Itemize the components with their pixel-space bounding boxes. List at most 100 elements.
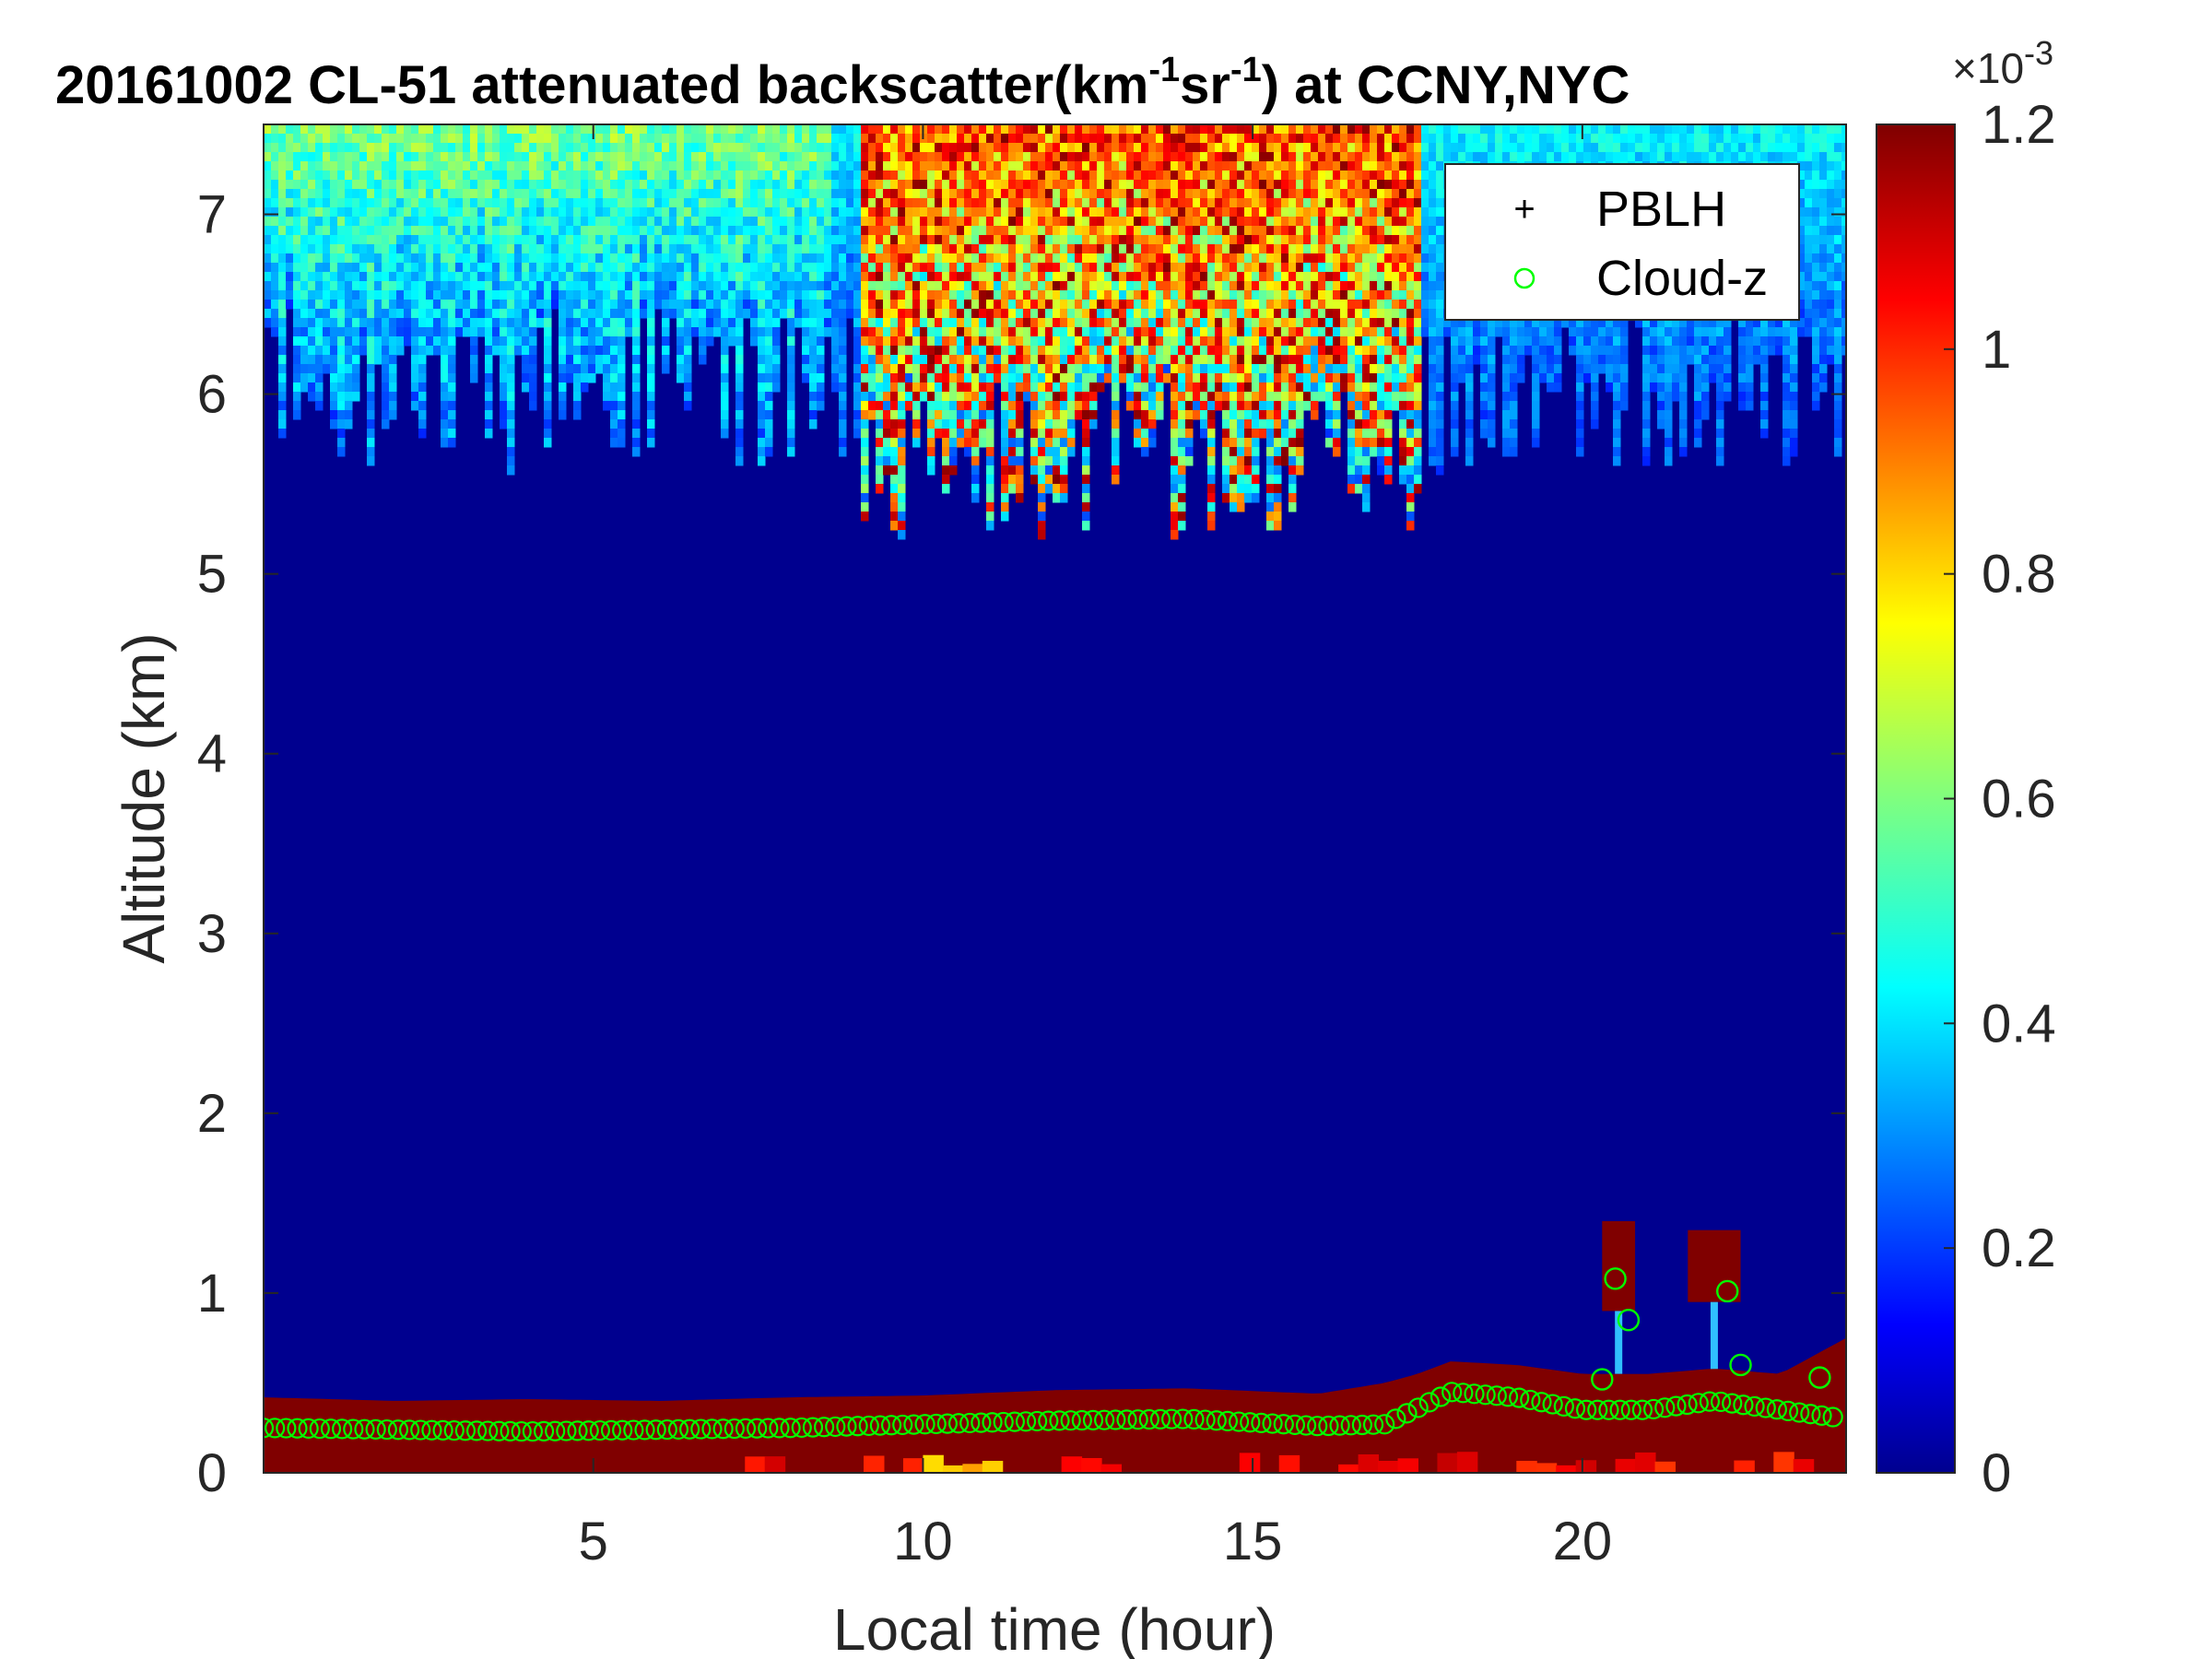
colorbar-exponent: ×10-3 — [1952, 34, 2053, 92]
legend: + PBLH Cloud-z — [1444, 163, 1800, 321]
cloud-z-point-86 — [1217, 1410, 1239, 1431]
title-prefix: 20161002 CL-51 attenuated backscatter(km — [55, 55, 1148, 115]
cloud-block-0 — [1602, 1220, 1636, 1312]
cloud-z-point-110 — [1486, 1385, 1507, 1406]
cloud-z-point-129 — [1699, 1391, 1721, 1412]
cloud-z-point-96 — [1329, 1415, 1350, 1436]
surface-hot-layer — [745, 1452, 1815, 1473]
colorbar-ticks: 0 0.2 0.4 0.6 0.8 1 1.2 — [1944, 95, 2056, 1503]
cloud-z-point-139 — [1811, 1405, 1832, 1426]
cloud-z-point-17 — [443, 1419, 465, 1441]
cloud-z-point-56 — [880, 1415, 902, 1436]
cloud-z-point-49 — [802, 1417, 824, 1438]
cloud-z-point-111 — [1497, 1386, 1519, 1407]
cloud-z-point-109 — [1475, 1384, 1496, 1406]
cloud-z-point-43 — [735, 1418, 757, 1440]
cloud-z-extra-0 — [1604, 1267, 1627, 1290]
cloud-z-point-104 — [1418, 1392, 1440, 1413]
title-sup1: -1 — [1148, 51, 1180, 89]
cloud-z-point-12 — [387, 1419, 409, 1441]
y-tick-label-4: 4 — [197, 724, 227, 784]
cloud-z-point-134 — [1755, 1397, 1776, 1418]
cloud-z-point-114 — [1531, 1392, 1552, 1413]
cloud-z-point-22 — [500, 1420, 521, 1441]
cloud-z-point-48 — [791, 1417, 812, 1439]
cloud-z-point-36 — [656, 1418, 677, 1441]
cloud-z-point-123 — [1631, 1399, 1653, 1420]
cloud-z-point-57 — [892, 1414, 913, 1436]
x-axis: 5 10 15 20 — [579, 124, 1613, 1571]
cloud-z-point-11 — [376, 1418, 397, 1441]
cloud-z-point-0 — [264, 1418, 275, 1439]
colorbar: 0 0.2 0.4 0.6 0.8 1 1.2 ×10-3 — [1876, 34, 2056, 1503]
title-sup2: -1 — [1230, 51, 1262, 89]
cloud-z-point-47 — [780, 1418, 801, 1439]
cloud-block-1 — [1688, 1230, 1741, 1302]
title-mid: sr — [1180, 55, 1230, 115]
cloud-z-point-105 — [1430, 1386, 1452, 1407]
colorbar-tick-label-6: 1.2 — [1982, 95, 2056, 155]
cloud-block-stem-0 — [1615, 1311, 1623, 1374]
y-axis: 0 1 2 3 4 5 6 7 — [197, 185, 1846, 1503]
cloud-z-point-99 — [1362, 1414, 1384, 1435]
cloud-z-point-135 — [1766, 1399, 1787, 1420]
cloud-z-point-125 — [1654, 1397, 1676, 1418]
cloud-z-point-93 — [1295, 1415, 1317, 1436]
cloud-z-point-80 — [1149, 1408, 1171, 1430]
cloud-z-point-127 — [1677, 1394, 1698, 1416]
cloud-z-point-67 — [1004, 1411, 1025, 1432]
cloud-z-point-64 — [971, 1412, 992, 1433]
cloud-z-point-32 — [612, 1419, 633, 1441]
cloud-z-point-81 — [1161, 1408, 1182, 1430]
cloud-z-point-75 — [1094, 1409, 1115, 1430]
cloud-z-point-95 — [1318, 1415, 1339, 1437]
cloud-z-point-45 — [758, 1418, 779, 1439]
colorbar-tick-label-2: 0.4 — [1982, 994, 2056, 1053]
cloud-z-point-10 — [365, 1418, 386, 1440]
cloud-z-point-35 — [645, 1419, 666, 1441]
cloud-z-point-65 — [982, 1412, 1003, 1433]
colorbar-tick-label-5: 1 — [1982, 320, 2011, 380]
cloud-z-point-13 — [399, 1419, 420, 1441]
x-tick-label-1: 10 — [893, 1512, 953, 1571]
cloud-z-point-82 — [1172, 1408, 1194, 1430]
cloud-z-point-101 — [1385, 1408, 1406, 1430]
x-tick-label-0: 5 — [579, 1512, 608, 1571]
cloud-z-point-71 — [1049, 1410, 1070, 1431]
y-tick-label-1: 1 — [197, 1264, 227, 1324]
cloud-z-point-107 — [1453, 1382, 1474, 1404]
cloud-z-point-39 — [690, 1418, 712, 1440]
cloud-z-point-138 — [1800, 1404, 1821, 1425]
chart-title: 20161002 CL-51 attenuated backscatter(km… — [55, 51, 1630, 115]
cloud-z-point-69 — [1027, 1410, 1048, 1432]
colorbar-exponent-power: -3 — [2024, 34, 2053, 72]
cloud-z-point-54 — [858, 1415, 879, 1437]
cloud-z-point-6 — [320, 1418, 342, 1440]
cloud-z-point-21 — [488, 1420, 510, 1441]
cloud-z-point-29 — [578, 1420, 599, 1441]
cloud-z-point-128 — [1688, 1393, 1709, 1414]
cloud-z-point-52 — [836, 1416, 857, 1437]
cloud-z-extra-3 — [1729, 1353, 1752, 1377]
cloud-z-point-117 — [1564, 1398, 1586, 1419]
cloud-z-point-5 — [309, 1418, 330, 1440]
y-tick-label-5: 5 — [197, 545, 227, 605]
cloud-z-point-59 — [914, 1414, 935, 1435]
cloud-z-point-66 — [993, 1411, 1014, 1433]
cloud-z-point-97 — [1340, 1415, 1361, 1436]
cloud-z-point-79 — [1138, 1408, 1159, 1430]
y-tick-label-3: 3 — [197, 904, 227, 964]
cloud-z-point-106 — [1441, 1382, 1463, 1403]
cloud-z-point-42 — [724, 1418, 745, 1440]
colorbar-exponent-base: ×10 — [1952, 44, 2024, 92]
cloud-z-point-137 — [1789, 1402, 1810, 1423]
x-tick-label-3: 20 — [1553, 1512, 1613, 1571]
cloud-z-point-119 — [1587, 1399, 1608, 1420]
cloud-z-point-14 — [410, 1419, 431, 1441]
cloud-z-point-90 — [1262, 1413, 1283, 1434]
cloud-z-point-121 — [1609, 1399, 1630, 1420]
cloud-z-point-58 — [903, 1414, 924, 1435]
cloud-z-point-124 — [1642, 1398, 1665, 1420]
cloud-z-point-18 — [454, 1420, 477, 1441]
